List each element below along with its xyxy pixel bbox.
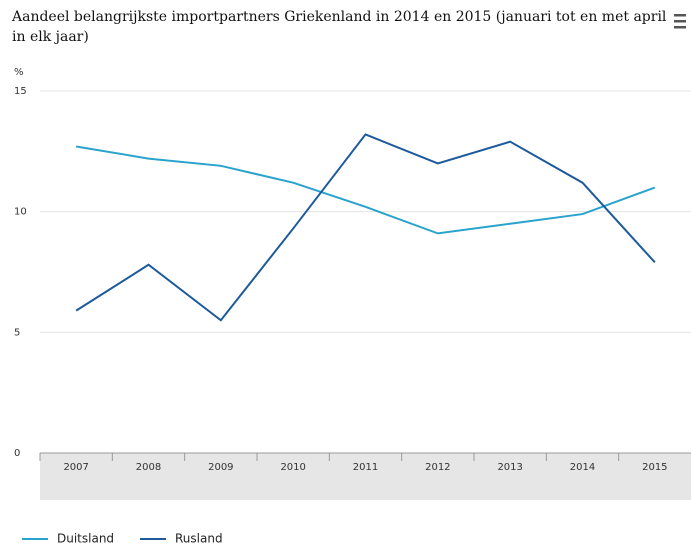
menu-icon[interactable] (674, 14, 686, 29)
y-axis-label: % (14, 67, 24, 78)
chart-title: Aandeel belangrijkste importpartners Gri… (11, 9, 667, 25)
y-tick-label: 0 (14, 448, 20, 459)
line (76, 145, 656, 235)
legend-label: Duitsland (57, 532, 114, 546)
x-tick-label: 2015 (642, 462, 667, 473)
x-axis-band (40, 453, 691, 500)
x-tick-label: 2011 (353, 462, 378, 473)
x-tick-label: 2012 (425, 462, 450, 473)
chart-title: in elk jaar) (12, 29, 89, 45)
x-tick-label: 2008 (136, 462, 161, 473)
x-tick-label: 2013 (497, 462, 522, 473)
y-tick-label: 15 (14, 86, 27, 97)
legend-label: Rusland (175, 532, 223, 546)
line (75, 133, 656, 322)
x-tick-label: 2007 (63, 462, 88, 473)
x-tick-label: 2009 (208, 462, 233, 473)
y-tick-label: 5 (14, 327, 20, 338)
x-tick-label: 2014 (570, 462, 595, 473)
x-tick-label: 2010 (280, 462, 305, 473)
y-tick-label: 10 (14, 207, 27, 218)
